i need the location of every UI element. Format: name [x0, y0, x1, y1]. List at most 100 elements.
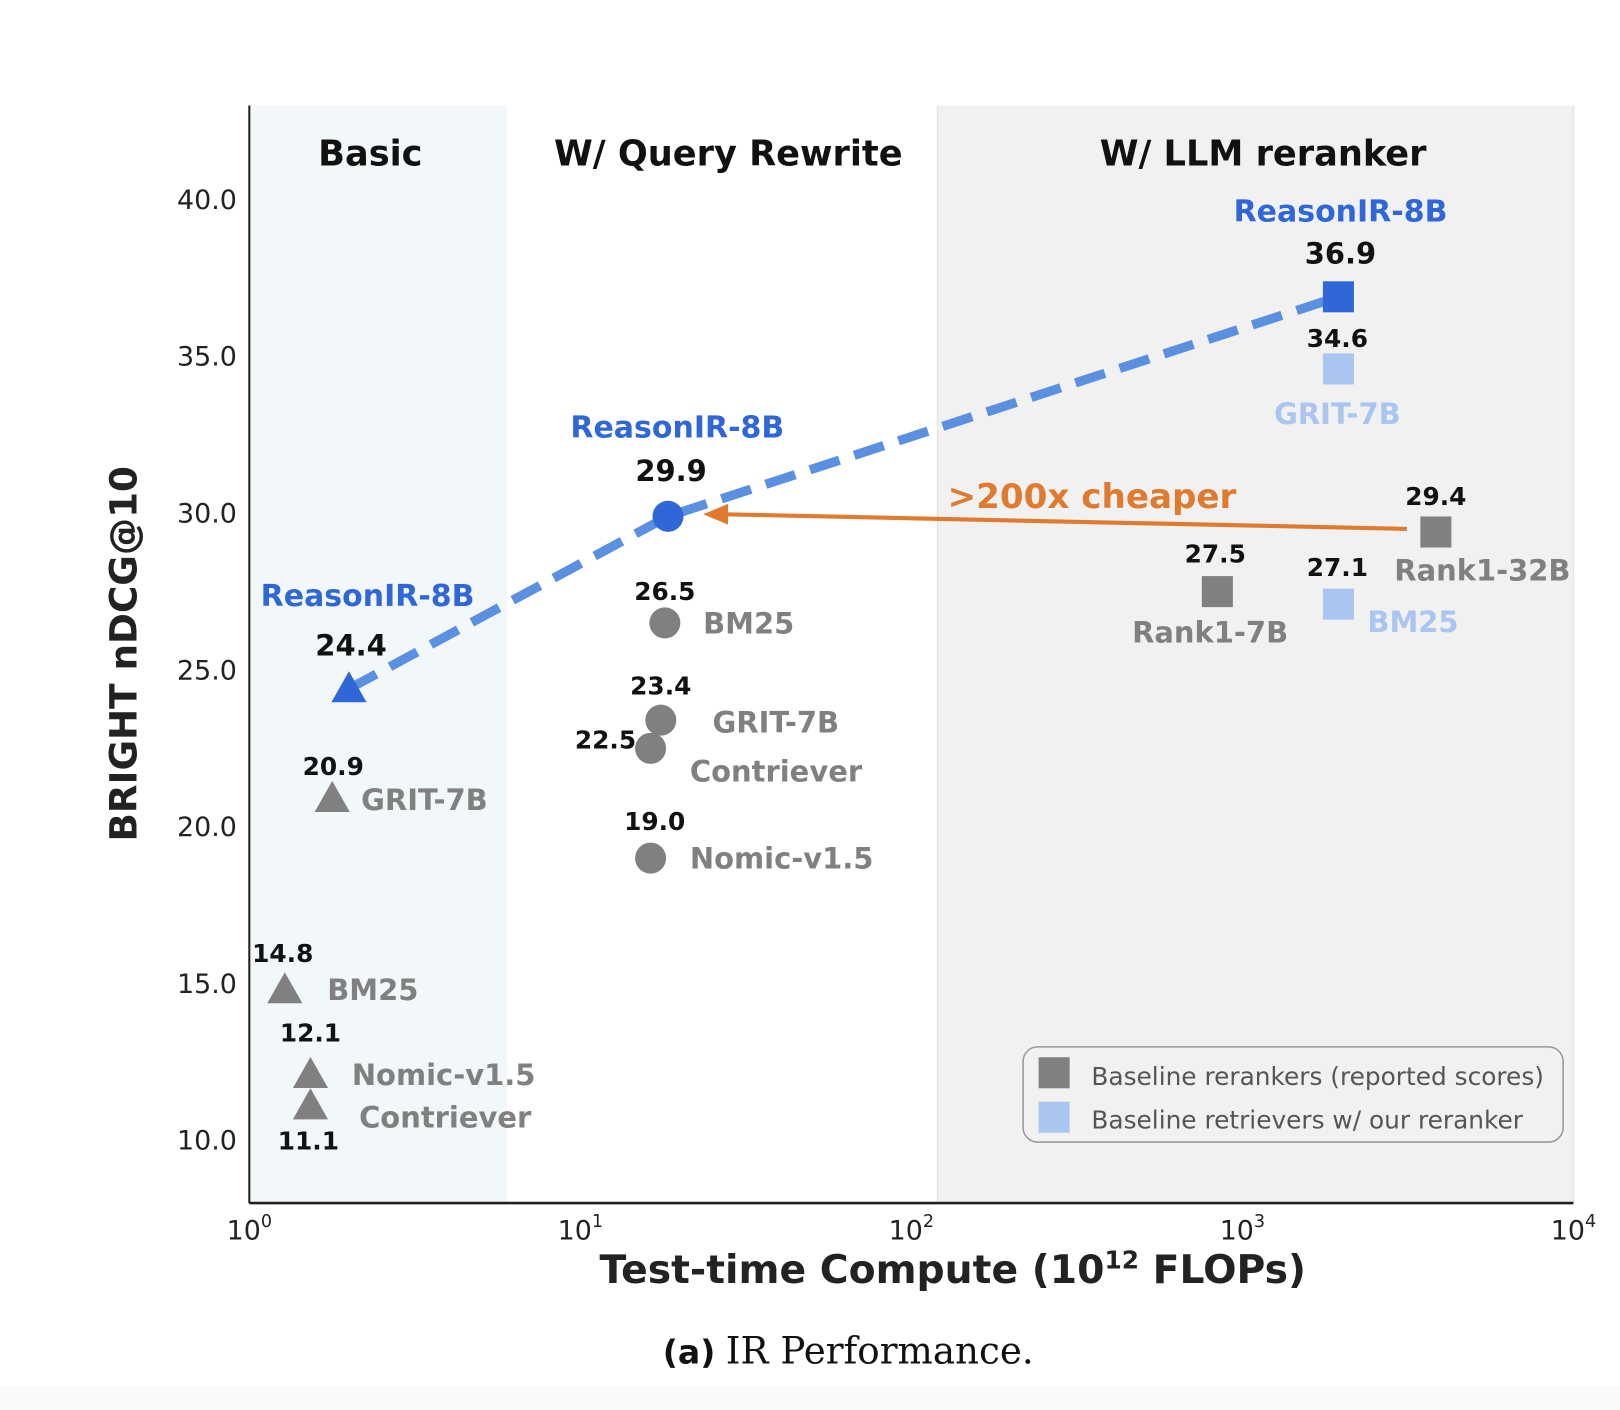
circle-marker — [635, 732, 667, 764]
point-basic-contriever: 11.1 Contriever — [278, 1088, 532, 1155]
legend-box — [1022, 1046, 1564, 1143]
y-tick-label: 10.0 — [177, 1126, 237, 1157]
annotation-arrow-shaft — [723, 512, 1407, 531]
region-title-w-query-rewrite: W/ Query Rewrite — [554, 134, 903, 175]
x-tick-label: 103 — [1220, 1212, 1265, 1246]
point-w-llm-reranker-rank1-7b: 27.5 Rank1-7B — [1132, 540, 1288, 650]
legend-swatch-baseline-retrievers — [1038, 1101, 1070, 1133]
legend-swatch-baseline-rerankers — [1038, 1057, 1070, 1089]
point-w-query-rewrite-reasonir-8b: 29.9 ReasonIR-8B — [570, 411, 784, 532]
value-label: 34.6 — [1307, 324, 1368, 353]
reasonir-dashed-line — [346, 292, 1340, 693]
y-tick-label: 30.0 — [177, 499, 237, 530]
value-label: 20.9 — [303, 752, 364, 781]
series-name-label: BM25 — [327, 973, 418, 1007]
legend-label-baseline-rerankers: Baseline rerankers (reported scores) — [1091, 1062, 1544, 1091]
region-titles: Basic W/ Query Rewrite W/ LLM reranker — [318, 134, 1427, 175]
legend-label-baseline-retrievers: Baseline retrievers w/ our reranker — [1091, 1106, 1523, 1135]
triangle-marker — [267, 972, 303, 1004]
axes — [248, 105, 1574, 1205]
series-name-label: ReasonIR-8B — [570, 411, 784, 446]
region-title-w-llm-reranker: W/ LLM reranker — [1100, 134, 1427, 175]
caption-text: IR Performance. — [726, 1328, 1034, 1372]
series-name-label: GRIT-7B — [1274, 397, 1401, 431]
point-w-query-rewrite-bm25: 26.5 BM25 — [634, 577, 794, 640]
cheaper-annotation: >200x cheaper — [703, 477, 1407, 531]
x-axis-label: Test-time Compute (1012 FLOPs) — [600, 1245, 1306, 1292]
square-marker — [1322, 353, 1354, 385]
point-w-query-rewrite-contriever: 22.5 Contriever — [575, 725, 863, 788]
point-basic-bm25: 14.8 BM25 — [252, 939, 418, 1007]
region-w-llm-reranker — [937, 105, 1574, 1204]
value-label: 24.4 — [315, 629, 386, 663]
x-tick-label: 102 — [889, 1212, 934, 1246]
point-basic-nomic-v1-5: 12.1 Nomic-v1.5 — [280, 1018, 536, 1091]
circle-marker — [635, 842, 667, 874]
annotation-text: >200x cheaper — [948, 477, 1237, 517]
series-name-label: GRIT-7B — [713, 706, 840, 740]
value-label: 14.8 — [252, 939, 313, 968]
region-w-query-rewrite — [506, 105, 938, 1204]
regions — [249, 105, 1575, 1204]
y-tick-label: 20.0 — [177, 812, 237, 843]
point-w-llm-reranker-rank1-32b: 29.4 Rank1-32B — [1394, 482, 1570, 588]
x-tick-label: 101 — [558, 1212, 603, 1246]
region-basic — [249, 105, 507, 1204]
y-tick-labels: 10.0 15.0 20.0 25.0 30.0 35.0 40.0 — [177, 185, 237, 1157]
value-label: 23.4 — [630, 671, 691, 700]
value-label: 12.1 — [280, 1018, 341, 1047]
series-name-label: Contriever — [359, 1101, 532, 1135]
point-w-llm-reranker-grit-7b: 34.6 GRIT-7B — [1274, 324, 1401, 431]
series-name-label: Nomic-v1.5 — [352, 1058, 536, 1092]
value-label: 27.5 — [1185, 540, 1246, 569]
x-tick-label: 100 — [227, 1212, 272, 1246]
triangle-marker — [331, 671, 367, 703]
value-label: 11.1 — [278, 1126, 339, 1155]
point-w-llm-reranker-reasonir-8b: 36.9 ReasonIR-8B — [1234, 194, 1448, 313]
series-name-label: ReasonIR-8B — [261, 579, 475, 614]
x-tick-labels: 100 101 102 103 104 — [227, 1212, 1597, 1246]
triangle-marker — [292, 1088, 329, 1120]
y-tick-label: 40.0 — [177, 185, 237, 216]
caption-prefix: (a) — [663, 1332, 716, 1371]
circle-marker — [645, 704, 677, 736]
region-title-basic: Basic — [318, 134, 422, 175]
y-tick-label: 35.0 — [177, 342, 237, 373]
series-name-label: Rank1-7B — [1132, 615, 1288, 649]
value-label: 19.0 — [624, 807, 685, 836]
value-label: 27.1 — [1307, 553, 1368, 582]
series-name-label: Nomic-v1.5 — [690, 841, 874, 875]
point-w-query-rewrite-grit-7b: 23.4 GRIT-7B — [630, 671, 839, 739]
value-label: 26.5 — [634, 577, 695, 606]
circle-marker — [649, 607, 681, 639]
triangle-marker — [314, 780, 350, 813]
x-tick-label: 104 — [1551, 1212, 1596, 1246]
value-label: 29.9 — [635, 454, 706, 488]
point-basic-reasonir-8b: 24.4 ReasonIR-8B — [261, 579, 475, 703]
series-name-label: Rank1-32B — [1394, 554, 1570, 588]
y-tick-label: 15.0 — [177, 969, 237, 1000]
point-w-llm-reranker-bm25: 27.1 BM25 — [1307, 553, 1459, 639]
series-name-label: BM25 — [1367, 605, 1458, 639]
value-label: 36.9 — [1305, 237, 1376, 271]
data-points: 24.4ReasonIR-8B20.9GRIT-7B14.8BM2512.1No… — [252, 194, 1570, 1155]
page-bottom-strip — [0, 1386, 1620, 1410]
legend: Baseline rerankers (reported scores) Bas… — [1022, 1046, 1564, 1143]
square-marker — [1322, 281, 1354, 313]
triangle-marker — [292, 1056, 329, 1088]
reasonir-trend-line — [346, 292, 1340, 693]
y-axis-label: BRIGHT nDCG@10 — [102, 466, 146, 841]
series-name-label: GRIT-7B — [361, 783, 488, 817]
value-label: 22.5 — [575, 725, 636, 754]
annotation-arrowhead — [703, 503, 729, 525]
y-tick-label: 25.0 — [177, 655, 237, 686]
square-marker — [1201, 576, 1233, 608]
series-name-label: BM25 — [703, 606, 794, 640]
series-name-label: ReasonIR-8B — [1234, 194, 1448, 229]
series-name-label: Contriever — [690, 754, 863, 788]
square-marker — [1420, 516, 1452, 548]
circle-marker — [652, 500, 684, 532]
square-marker — [1322, 588, 1354, 620]
